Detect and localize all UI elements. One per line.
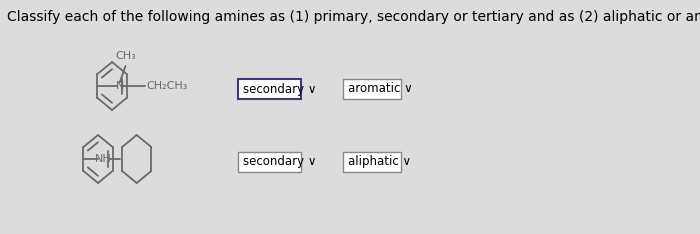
Text: aromatic ∨: aromatic ∨ <box>348 83 413 95</box>
Text: CH₂CH₃: CH₂CH₃ <box>146 81 188 91</box>
Text: NH: NH <box>94 154 111 164</box>
FancyBboxPatch shape <box>343 152 400 172</box>
Text: N: N <box>116 81 124 91</box>
FancyBboxPatch shape <box>238 79 301 99</box>
FancyBboxPatch shape <box>343 79 400 99</box>
Text: aliphatic ∨: aliphatic ∨ <box>348 156 411 168</box>
Text: secondary ∨: secondary ∨ <box>243 156 316 168</box>
Text: CH₃: CH₃ <box>116 51 136 61</box>
Text: Classify each of the following amines as (1) primary, secondary or tertiary and : Classify each of the following amines as… <box>7 10 700 24</box>
Text: secondary ∨: secondary ∨ <box>243 83 316 95</box>
FancyBboxPatch shape <box>238 152 301 172</box>
